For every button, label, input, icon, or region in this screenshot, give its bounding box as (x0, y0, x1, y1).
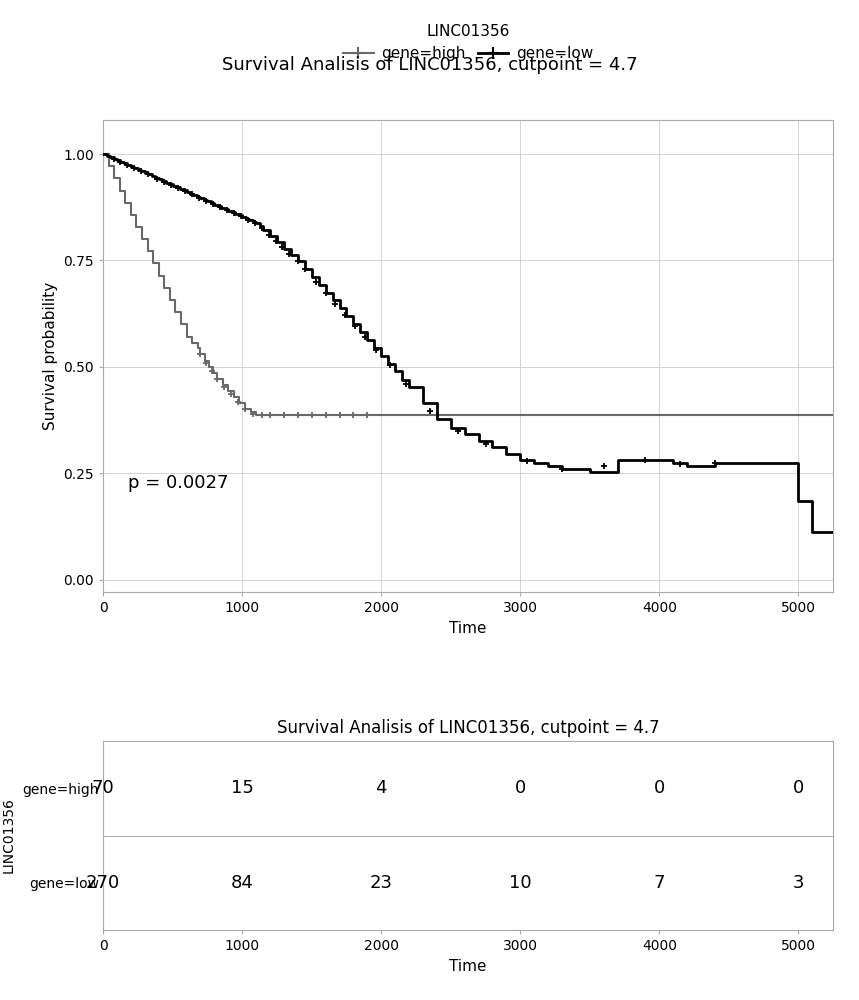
X-axis label: Time: Time (449, 621, 487, 636)
Text: 15: 15 (231, 779, 253, 797)
Text: Survival Analisis of LINC01356, cutpoint = 4.7: Survival Analisis of LINC01356, cutpoint… (222, 56, 637, 74)
Text: p = 0.0027: p = 0.0027 (128, 474, 228, 492)
Text: 0: 0 (515, 779, 526, 797)
Text: 0: 0 (793, 779, 804, 797)
Text: 3: 3 (793, 874, 804, 892)
Text: 70: 70 (92, 779, 114, 797)
Text: 4: 4 (375, 779, 387, 797)
Text: 0: 0 (654, 779, 665, 797)
Y-axis label: LINC01356: LINC01356 (2, 798, 15, 873)
X-axis label: Time: Time (449, 959, 487, 974)
Text: 10: 10 (509, 874, 532, 892)
Text: 7: 7 (654, 874, 665, 892)
Text: 270: 270 (86, 874, 120, 892)
Legend: gene=high, gene=low: gene=high, gene=low (343, 24, 594, 61)
Y-axis label: Survival probability: Survival probability (43, 282, 58, 430)
Text: 23: 23 (369, 874, 393, 892)
Text: 84: 84 (231, 874, 253, 892)
Title: Survival Analisis of LINC01356, cutpoint = 4.7: Survival Analisis of LINC01356, cutpoint… (277, 719, 660, 737)
